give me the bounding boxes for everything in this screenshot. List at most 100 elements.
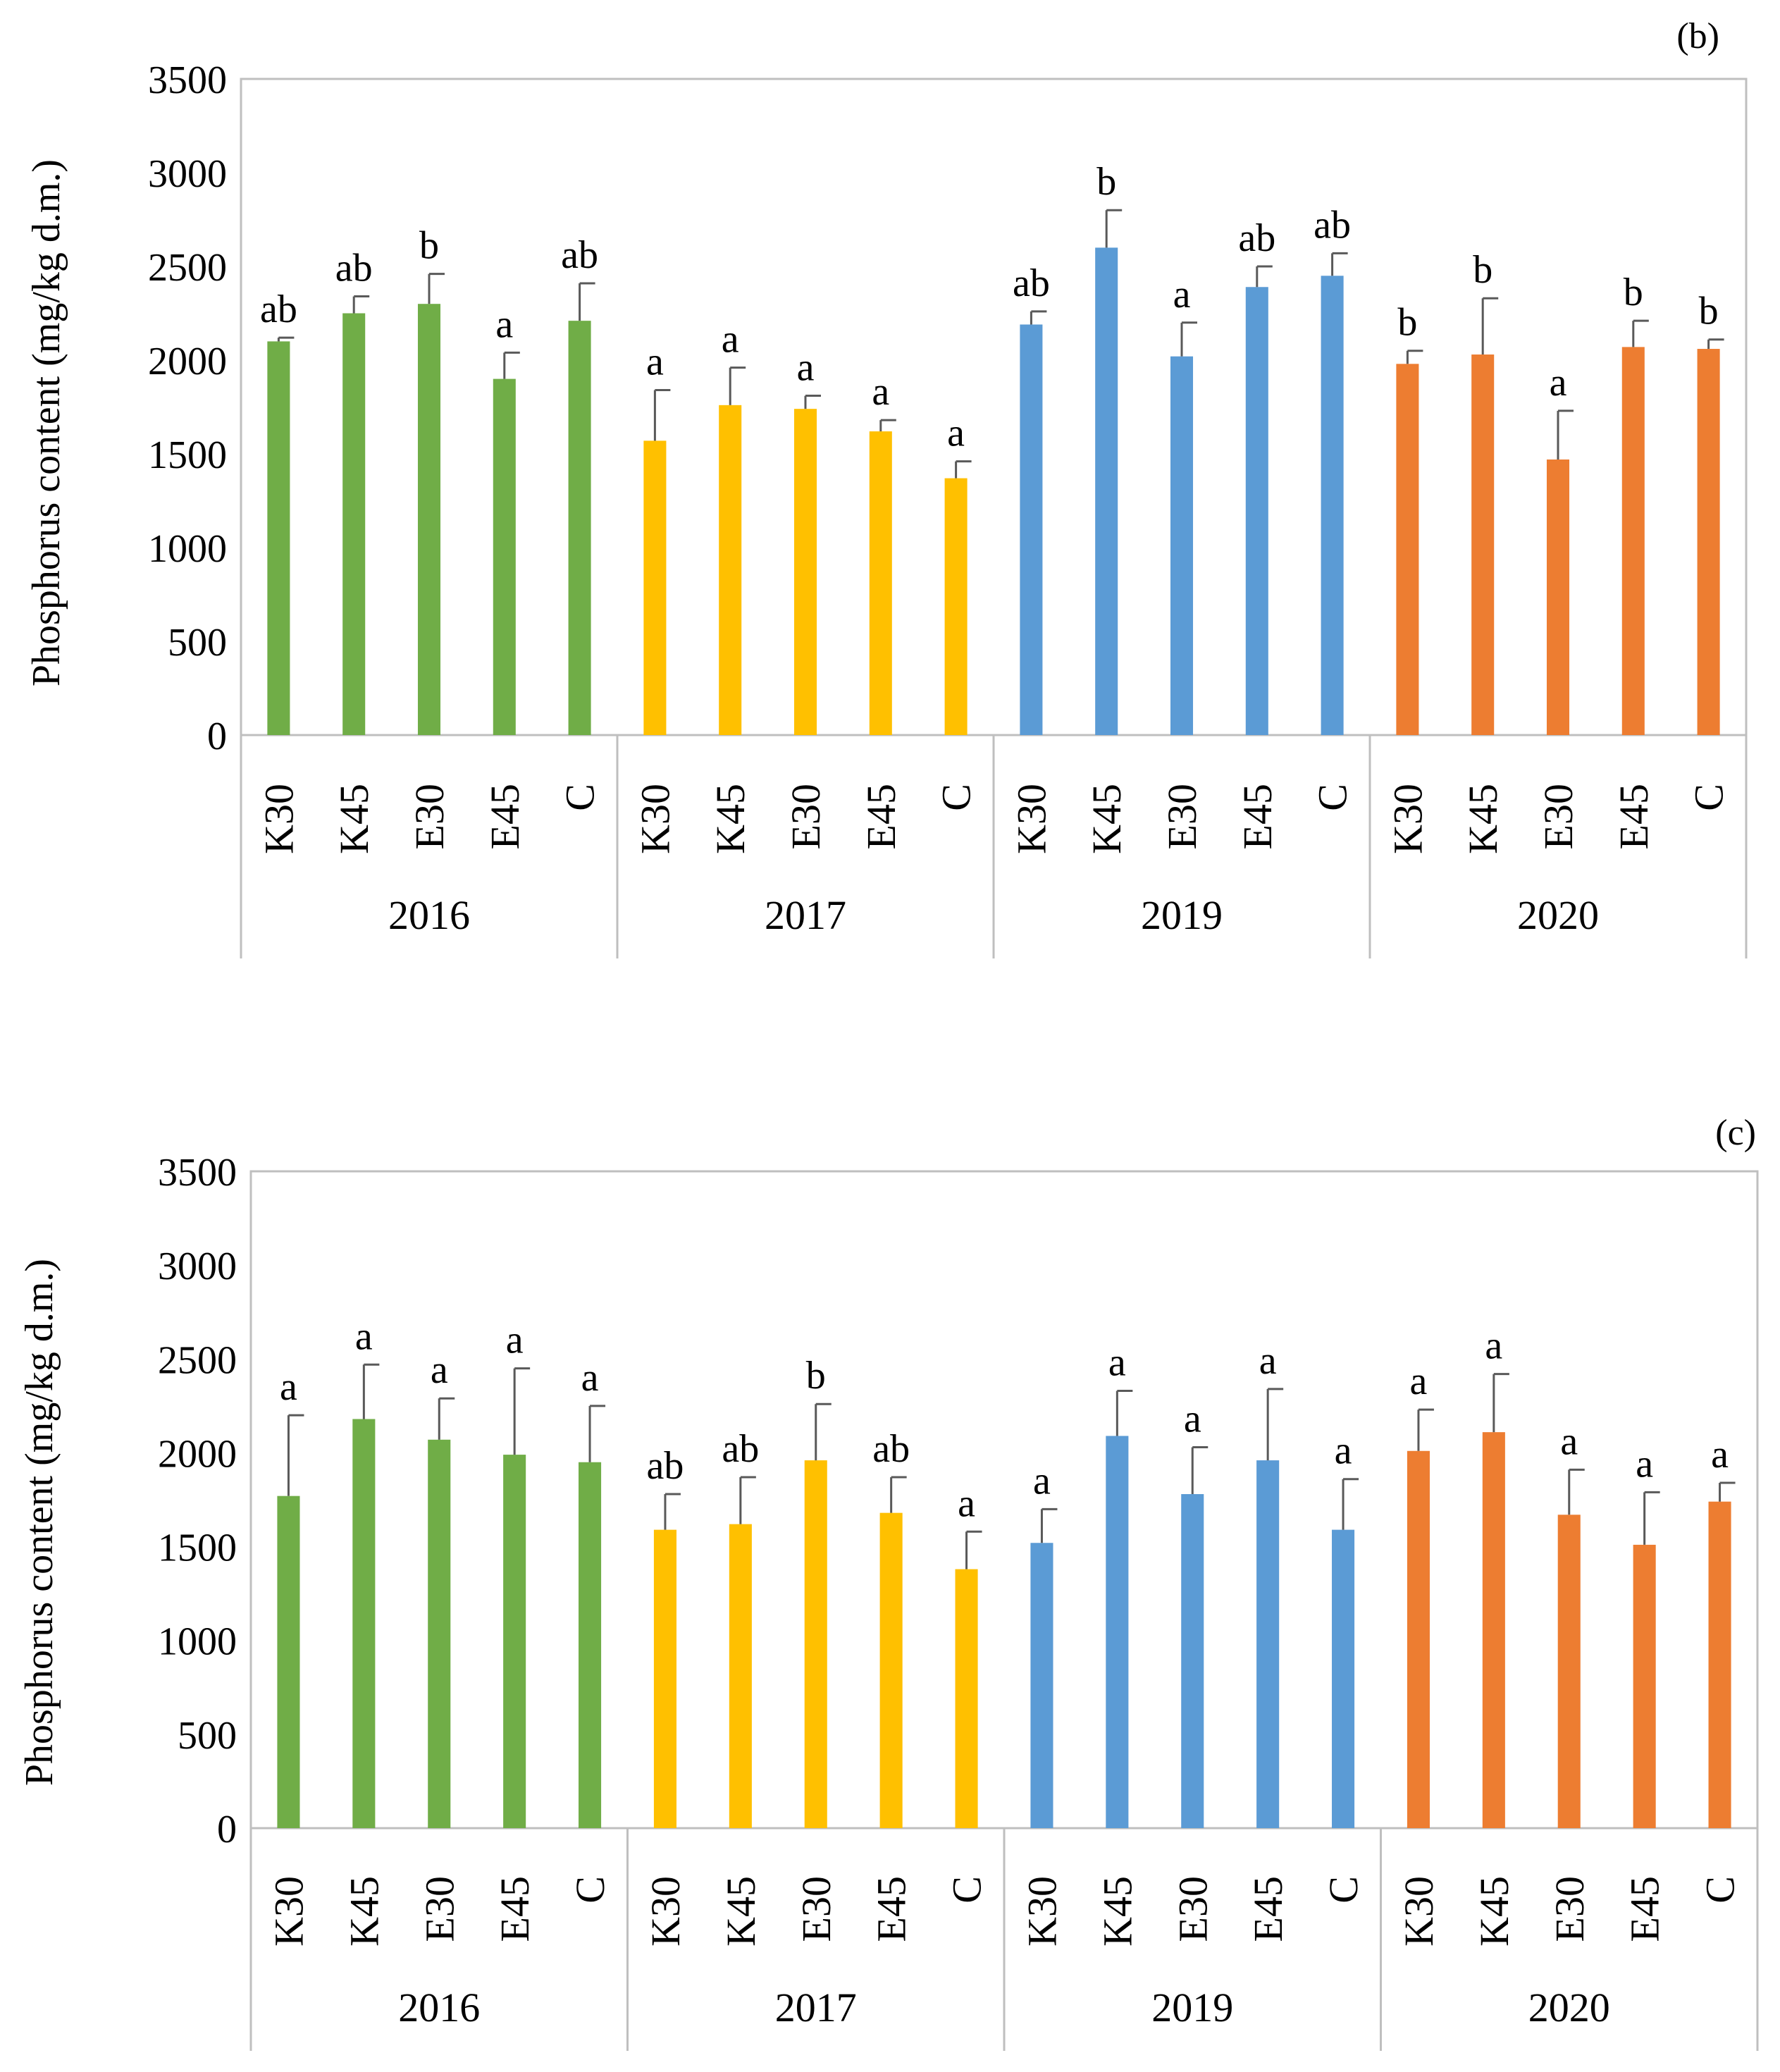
bar-2019-K30: [1030, 1543, 1053, 1828]
category-label: E45: [869, 1876, 915, 1942]
y-tick-label: 3500: [148, 58, 227, 102]
significance-label: a: [1173, 273, 1191, 316]
significance-label: ab: [260, 288, 297, 331]
significance-label: a: [722, 318, 739, 362]
category-label: C: [557, 784, 603, 811]
significance-label: a: [495, 302, 513, 346]
category-label: K30: [266, 1876, 311, 1947]
bar-2016-C: [579, 1462, 602, 1828]
category-label: E45: [1611, 784, 1657, 849]
bar-2017-E45: [869, 431, 892, 735]
category-label: E30: [1159, 784, 1205, 849]
category-label: E45: [1245, 1876, 1291, 1942]
category-label: C: [1686, 784, 1732, 811]
significance-label: ab: [647, 1444, 684, 1488]
category-label: K30: [1396, 1876, 1442, 1947]
bar-2020-C: [1697, 349, 1720, 735]
bar-2020-E45: [1621, 347, 1645, 735]
significance-label: a: [1636, 1442, 1653, 1486]
chart-b: (b) Phosphorus content (mg/kg d.m.) 0 500…: [25, 16, 1748, 958]
y-tick-label: 0: [207, 715, 227, 758]
bar-2020-E30: [1557, 1515, 1581, 1828]
bar-2020-C: [1708, 1501, 1731, 1828]
bar-2020-K45: [1482, 1432, 1505, 1828]
significance-label: ab: [1314, 203, 1351, 247]
significance-label: a: [581, 1356, 599, 1400]
category-label: C: [567, 1876, 613, 1904]
plot-frame: [240, 78, 1748, 736]
bar-2020-K30: [1396, 364, 1419, 735]
group-label-2016: 2016: [398, 1985, 480, 2030]
significance-label: ab: [1013, 261, 1050, 305]
y-tick-label: 3000: [148, 152, 227, 196]
y-tick-label: 500: [168, 621, 227, 665]
significance-label: a: [280, 1365, 297, 1409]
significance-label: a: [1560, 1419, 1578, 1463]
category-label: K45: [1084, 784, 1130, 854]
category-label: E45: [858, 784, 904, 849]
bar-2019-K45: [1106, 1436, 1129, 1828]
y-tick-label: 1000: [148, 527, 227, 571]
bar-2019-E30: [1181, 1494, 1204, 1828]
chart-c: (c) Phosphorus content (mg/kg d.m.) 0 500…: [18, 1113, 1759, 2051]
bar-2016-E30: [428, 1439, 451, 1828]
significance-label: ab: [872, 1427, 910, 1471]
significance-label: a: [355, 1314, 373, 1358]
group-label-2019: 2019: [1141, 892, 1223, 938]
significance-label: a: [1033, 1459, 1051, 1503]
bar-2017-K45: [719, 405, 742, 735]
category-label: E30: [416, 1876, 462, 1942]
group-label-2017: 2017: [765, 892, 846, 938]
significance-label: a: [506, 1319, 524, 1362]
significance-label: b: [806, 1354, 826, 1398]
y-tick-label: 2000: [148, 340, 227, 383]
bar-2017-E30: [804, 1460, 827, 1828]
significance-label: a: [646, 340, 664, 384]
bar-2016-E30: [417, 304, 441, 735]
bar-2016-K30: [267, 341, 290, 735]
significance-label: a: [431, 1348, 448, 1392]
significance-label: a: [1550, 361, 1567, 405]
panel-label-b: (b): [1676, 16, 1719, 56]
bar-2019-K45: [1095, 247, 1118, 735]
significance-label: a: [1711, 1433, 1729, 1476]
significance-label: ab: [335, 247, 373, 290]
plot-frame: [249, 1170, 1759, 1830]
panel-label-c: (c): [1715, 1113, 1756, 1153]
bar-2017-K30: [643, 440, 667, 735]
category-label: C: [1321, 1876, 1366, 1904]
category-label: K45: [331, 784, 377, 854]
significance-label: a: [1259, 1339, 1277, 1383]
significance-label: ab: [722, 1427, 759, 1471]
significance-label: a: [1335, 1429, 1352, 1473]
bar-2017-C: [944, 478, 968, 735]
group-label-2020: 2020: [1528, 1985, 1610, 2030]
bar-2019-E30: [1170, 356, 1194, 735]
significance-label: a: [797, 346, 815, 390]
category-label: C: [1310, 784, 1356, 811]
significance-label: b: [1397, 301, 1417, 345]
significance-label: b: [1699, 290, 1719, 333]
group-label-2020: 2020: [1517, 892, 1599, 938]
bar-2020-E30: [1546, 459, 1570, 735]
bar-2017-E30: [793, 409, 817, 735]
bar-2016-K45: [342, 313, 366, 735]
bar-2020-K30: [1407, 1450, 1430, 1828]
bar-2019-C: [1321, 276, 1344, 735]
significance-label: b: [1096, 160, 1116, 204]
bar-2016-E45: [503, 1455, 526, 1828]
y-tick-label: 2500: [148, 246, 227, 290]
category-label: K30: [1385, 784, 1430, 854]
bar-2020-E45: [1633, 1544, 1656, 1828]
category-label: K45: [1471, 1876, 1517, 1947]
group-label-2017: 2017: [775, 1985, 857, 2030]
category-label: K45: [1094, 1876, 1140, 1947]
y-axis-label-c: Phosphorus content (mg/kg d.m.): [18, 1259, 61, 1786]
category-label: K45: [718, 1876, 764, 1947]
category-label: K45: [341, 1876, 387, 1947]
category-label: K45: [707, 784, 753, 854]
y-tick-label: 2000: [158, 1432, 237, 1476]
significance-label: a: [872, 370, 889, 414]
bar-2019-E45: [1256, 1460, 1280, 1828]
category-label: C: [1698, 1876, 1743, 1904]
